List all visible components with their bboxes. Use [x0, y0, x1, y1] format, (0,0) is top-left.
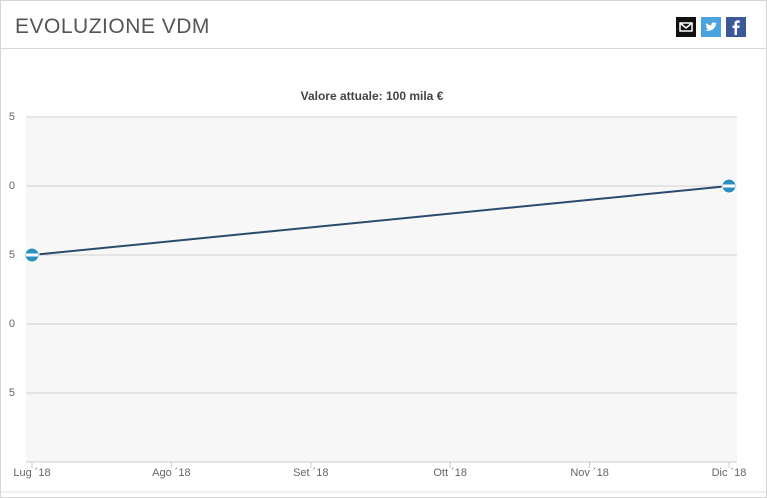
- chart: Valore attuale: 100 mila € 5 0 5 0 5 Lug ´18 A…: [1, 89, 766, 493]
- line: [31, 185, 730, 256]
- y-tick-label: 5: [9, 111, 15, 123]
- y-tick-label: 5: [9, 387, 15, 399]
- facebook-button[interactable]: [726, 17, 746, 37]
- twitter-button[interactable]: [701, 17, 721, 37]
- chart-title: Valore attuale: 100 mila €: [301, 89, 444, 103]
- widget-title: EVOLUZIONE VDM: [15, 15, 210, 38]
- x-tick-label: Dic ´18: [712, 467, 747, 479]
- y-tick-label: 5: [9, 249, 15, 261]
- header: EVOLUZIONE VDM: [1, 1, 766, 49]
- x-tick-label: Ott ´18: [433, 467, 467, 479]
- x-tick-label: Ago ´18: [152, 467, 191, 479]
- point-band: [723, 184, 735, 188]
- mail-button[interactable]: [676, 17, 696, 37]
- x-tick-label: Lug ´18: [13, 467, 50, 479]
- point-band: [26, 253, 38, 257]
- y-tick-label: 0: [9, 180, 15, 192]
- x-tick-label: Set ´18: [293, 467, 328, 479]
- y-tick-label: 0: [9, 318, 15, 330]
- x-tick-label: Nov ´18: [570, 467, 609, 479]
- plot-area: [26, 117, 737, 462]
